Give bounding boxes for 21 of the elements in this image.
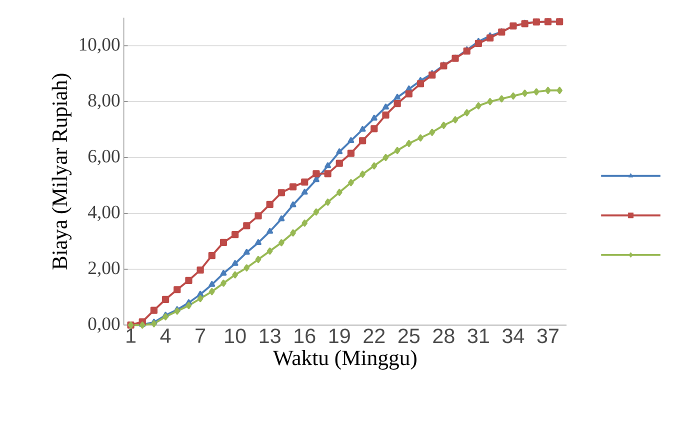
x-tick-label: 19: [329, 328, 350, 344]
x-tick-label: 28: [433, 328, 454, 344]
y-axis-title: Biaya (Milyar Rupiah): [52, 74, 72, 270]
y-tick-label: 6,00: [88, 150, 120, 166]
x-tick-label: 31: [468, 328, 489, 344]
x-tick-label: 7: [196, 328, 206, 343]
y-tick-label: 2,00: [88, 262, 120, 277]
x-tick-label: 13: [260, 328, 280, 344]
x-tick-label: 16: [294, 328, 316, 344]
x-tick-label: 37: [537, 328, 558, 344]
y-tick-label: 4,00: [88, 206, 120, 222]
y-tick-label: 10,00: [80, 38, 120, 54]
x-tick-label: 10: [225, 328, 246, 344]
x-axis-title: Waktu (Minggu): [272, 350, 416, 370]
y-tick-label: 0,00: [88, 317, 120, 333]
x-tick-label: 4: [160, 328, 171, 343]
x-tick-label: 1: [126, 328, 136, 343]
x-tick-label: 34: [502, 328, 524, 344]
y-tick-label: 8,00: [88, 94, 120, 110]
x-tick-label: 25: [398, 328, 420, 344]
x-tick-label: 22: [364, 328, 385, 344]
